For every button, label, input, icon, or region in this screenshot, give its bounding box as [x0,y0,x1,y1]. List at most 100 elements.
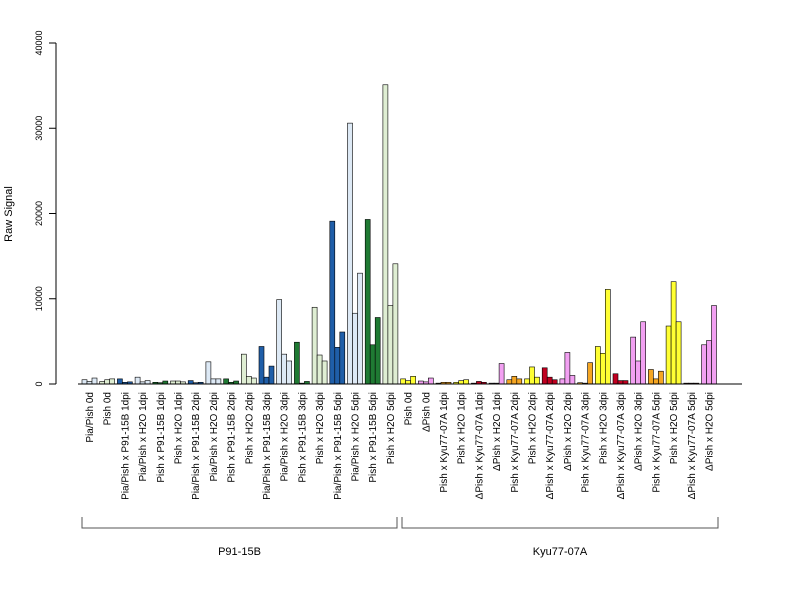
bar [604,289,611,385]
bar [594,346,601,385]
x-tick-label: Pish x H2O 3dpi [598,392,609,464]
bar [701,344,707,385]
bar [564,352,571,385]
bar [215,378,222,385]
bar [711,305,717,385]
x-tick-label: ΔPish x H2O 5dpi [705,392,716,471]
x-tick-label: ΔPish x H2O 1dpi [492,392,503,471]
bar [511,376,518,385]
y-tick-label: 40000 [34,30,44,55]
bar [281,353,288,385]
bar [223,378,229,385]
group-bracket [401,517,719,529]
y-tick-label: 0 [34,381,44,386]
bar [104,379,110,385]
group-bracket [81,517,398,529]
bar [364,219,371,385]
bar [294,341,300,385]
bar [675,321,682,385]
x-tick-label: ΔPish x Kyu77-07A 5dpi [687,392,698,499]
bar [658,370,664,385]
bar [516,378,523,385]
bar [648,369,654,385]
bar [369,344,376,385]
bar [117,378,123,385]
x-tick-label: Pia/Pish x P91-15B 5dpi [333,392,344,500]
x-tick-label: Pish x P91-15B 3dpi [297,392,308,483]
group-label: P91-15B [218,546,261,558]
bar [81,379,88,385]
bar [653,378,659,385]
x-tick-label: Pish x H2O 1dpi [457,392,468,464]
bar [251,377,257,385]
y-tick-label: 30000 [34,116,44,141]
x-tick-label: Pish x Kyu77-07A 1dpi [439,392,450,493]
bar [546,376,553,385]
x-tick-label: Pish x Kyu77-07A 2dpi [510,392,521,493]
bar [382,84,389,385]
bar [534,376,540,385]
bar [263,376,270,385]
bar [622,380,629,385]
bar [640,321,647,385]
x-tick-label: Pish x Kyu77-07A 3dpi [581,392,592,493]
bar [400,378,406,385]
x-tick-label: Pia/Pish x H2O 2dpi [209,392,220,482]
bar [276,299,283,385]
bar [134,376,141,385]
y-tick-label: 20000 [34,201,44,226]
bar [506,379,513,385]
x-tick-label: Pish x H2O 1dpi [174,392,185,464]
bar [374,317,381,385]
x-tick-label: Pish x P91-15B 1dpi [156,392,167,483]
bar [498,363,505,385]
x-tick-label: Pish x P91-15B 5dpi [368,392,379,483]
bar [529,366,535,385]
bar [352,312,358,385]
bar [599,353,606,385]
bar [551,379,558,385]
x-tick-label: Pia/Pish x H2O 3dpi [280,392,291,482]
bar [392,263,399,385]
bar [612,373,619,385]
bar [311,306,318,385]
bars [81,84,717,385]
bar [205,361,212,385]
group-label: Kyu77-07A [533,546,588,558]
x-tick-label: Pia/Pish 0d [85,392,96,443]
bar [617,380,624,385]
bar [321,360,328,385]
bar [635,360,642,385]
x-tick-label: Pia/Pish x P91-15B 3dpi [262,392,273,500]
bar [665,325,672,385]
bar [670,281,677,385]
bar [144,380,151,385]
bar [91,377,98,385]
x-tick-label: Pia/Pish x P91-15B 2dpi [191,392,202,500]
bar [339,331,346,385]
x-tick-label: Pia/Pish x P91-15B 1dpi [120,392,131,500]
x-tick-label: ΔPish 0d [421,392,432,432]
bar [347,122,353,385]
y-tick-label: 10000 [34,286,44,311]
bar [387,305,394,385]
bar [241,353,247,385]
bar [109,378,115,385]
x-tick-label: Pish x Kyu77-07A 5dpi [651,392,662,493]
bar [316,354,323,385]
bar [258,346,265,385]
bar [405,380,411,385]
x-tick-label: ΔPish x Kyu77-07A 2dpi [545,392,556,499]
bar [286,360,293,385]
x-tick-label: Pish x H2O 3dpi [315,392,326,464]
bar [210,378,217,385]
bar [187,380,194,385]
bar [569,375,576,385]
x-tick-label: Pish 0d [404,392,415,425]
bar [334,347,341,385]
bar [559,378,566,385]
bar [329,220,336,385]
bar [541,367,548,385]
